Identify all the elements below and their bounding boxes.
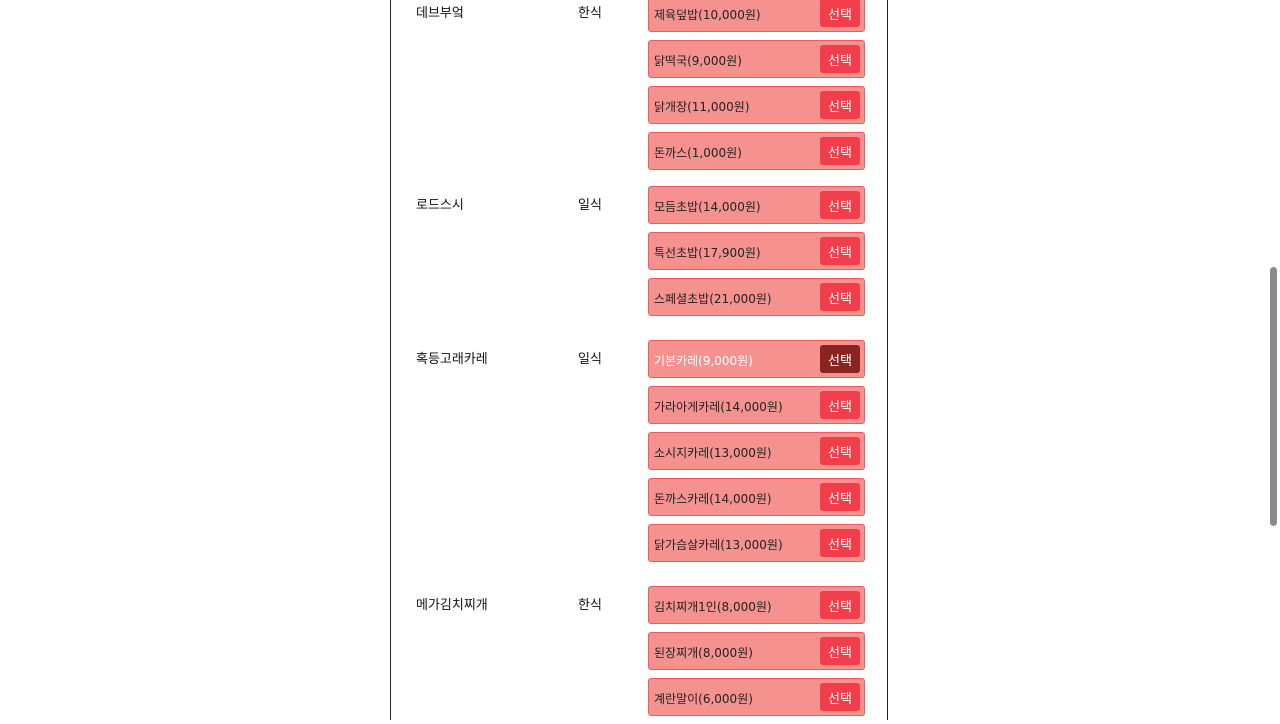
select-button[interactable]: 선택 xyxy=(820,283,860,311)
menu-list: 김치찌개1인(8,000원) 선택 된장찌개(8,000원) 선택 계란말이(6… xyxy=(648,586,866,724)
select-button[interactable]: 선택 xyxy=(820,45,860,73)
menu-label: 닭가슴살카레(13,000원) xyxy=(654,538,783,552)
menu-item: 계란말이(6,000원) 선택 xyxy=(648,678,865,716)
menu-item: 김치찌개1인(8,000원) 선택 xyxy=(648,586,865,624)
restaurant-name: 로드스시 xyxy=(416,198,464,213)
menu-label: 특선초밥(17,900원) xyxy=(654,246,761,260)
menu-list: 모듬초밥(14,000원) 선택 특선초밥(17,900원) 선택 스페셜초밥(… xyxy=(648,186,866,324)
scrollbar-thumb[interactable] xyxy=(1270,267,1277,526)
restaurant-name: 데브부엌 xyxy=(416,6,464,21)
restaurant-category: 한식 xyxy=(578,598,602,613)
select-button[interactable]: 선택 xyxy=(820,683,860,711)
menu-item: 스페셜초밥(21,000원) 선택 xyxy=(648,278,865,316)
select-button[interactable]: 선택 xyxy=(820,483,860,511)
menu-item: 제육덮밥(10,000원) 선택 xyxy=(648,0,865,32)
menu-label: 된장찌개(8,000원) xyxy=(654,646,753,660)
menu-label: 기본카레(9,000원) xyxy=(654,354,753,368)
menu-label: 계란말이(6,000원) xyxy=(654,692,753,706)
menu-label: 가라아게카레(14,000원) xyxy=(654,400,783,414)
select-button[interactable]: 선택 xyxy=(820,529,860,557)
restaurant-name: 혹등고래카레 xyxy=(416,352,488,367)
select-button[interactable]: 선택 xyxy=(820,191,860,219)
menu-label: 돈까스(1,000원) xyxy=(654,146,742,160)
restaurant-category: 한식 xyxy=(578,6,602,21)
select-button[interactable]: 선택 xyxy=(820,637,860,665)
menu-item: 된장찌개(8,000원) 선택 xyxy=(648,632,865,670)
restaurant-category: 일식 xyxy=(578,352,602,367)
menu-item: 소시지카레(13,000원) 선택 xyxy=(648,432,865,470)
menu-label: 김치찌개1인(8,000원) xyxy=(654,600,772,614)
restaurant-list: 데브부엌 한식 제육덮밥(10,000원) 선택 닭떡국(9,000원) 선택 … xyxy=(390,0,888,720)
menu-label: 모듬초밥(14,000원) xyxy=(654,200,761,214)
menu-item: 돈까스카레(14,000원) 선택 xyxy=(648,478,865,516)
select-button[interactable]: 선택 xyxy=(820,237,860,265)
menu-label: 닭개장(11,000원) xyxy=(654,100,750,114)
scrollbar[interactable] xyxy=(1266,0,1280,720)
select-button[interactable]: 선택 xyxy=(820,91,860,119)
menu-list: 제육덮밥(10,000원) 선택 닭떡국(9,000원) 선택 닭개장(11,0… xyxy=(648,0,866,178)
menu-item: 닭가슴살카레(13,000원) 선택 xyxy=(648,524,865,562)
menu-item: 모듬초밥(14,000원) 선택 xyxy=(648,186,865,224)
restaurant-category: 일식 xyxy=(578,198,602,213)
menu-label: 소시지카레(13,000원) xyxy=(654,446,772,460)
restaurant-name: 메가김치찌개 xyxy=(416,598,488,613)
select-button[interactable]: 선택 xyxy=(820,437,860,465)
menu-item: 돈까스(1,000원) 선택 xyxy=(648,132,865,170)
select-button[interactable]: 선택 xyxy=(820,345,860,373)
menu-item: 닭떡국(9,000원) 선택 xyxy=(648,40,865,78)
menu-item: 닭개장(11,000원) 선택 xyxy=(648,86,865,124)
menu-label: 닭떡국(9,000원) xyxy=(654,54,742,68)
menu-label: 돈까스카레(14,000원) xyxy=(654,492,772,506)
menu-item: 가라아게카레(14,000원) 선택 xyxy=(648,386,865,424)
select-button[interactable]: 선택 xyxy=(820,591,860,619)
menu-label: 제육덮밥(10,000원) xyxy=(654,8,761,22)
menu-label: 스페셜초밥(21,000원) xyxy=(654,292,772,306)
menu-list: 기본카레(9,000원) 선택 가라아게카레(14,000원) 선택 소시지카레… xyxy=(648,340,866,570)
menu-item: 기본카레(9,000원) 선택 xyxy=(648,340,865,378)
select-button[interactable]: 선택 xyxy=(820,137,860,165)
select-button[interactable]: 선택 xyxy=(820,0,860,27)
menu-item: 특선초밥(17,900원) 선택 xyxy=(648,232,865,270)
select-button[interactable]: 선택 xyxy=(820,391,860,419)
